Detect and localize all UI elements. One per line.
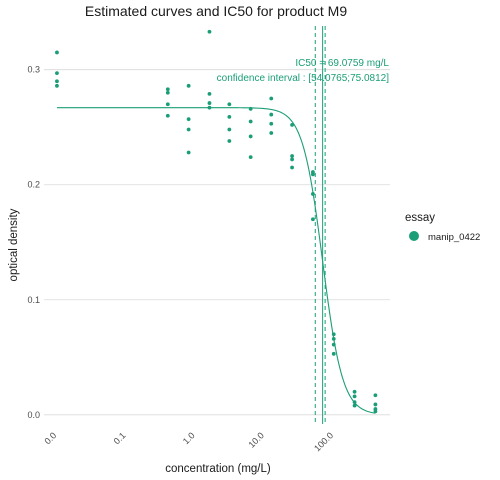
data-point [353,400,357,404]
y-tick-label: 0.3 [27,65,40,75]
legend-entry: manip_0422 [428,232,480,243]
data-point [227,102,231,106]
data-point [311,172,315,176]
data-point [269,131,273,135]
x-tick-label: 0.0 [42,430,58,446]
data-point [290,154,294,158]
data-point [208,101,212,105]
data-point [166,114,170,118]
data-point [227,128,231,132]
data-point [269,122,273,126]
data-point [374,393,378,397]
data-point [311,217,315,221]
data-point [208,30,212,34]
data-point [208,92,212,96]
data-point [353,390,357,394]
x-tick-label: 100.0 [312,430,335,453]
data-point [55,79,59,83]
x-tick-label: 10.0 [246,430,265,449]
data-point [208,106,212,110]
data-point [311,192,315,196]
data-point [55,84,59,88]
data-point [227,139,231,143]
x-tick-label: 1.0 [181,430,197,446]
data-point [332,332,336,336]
data-point [187,128,191,132]
data-point [269,113,273,117]
data-point [249,107,253,111]
data-point [269,97,273,101]
data-point [249,155,253,159]
data-point [249,120,253,124]
ic50-lines [315,26,325,424]
data-point [166,91,170,95]
data-point [332,337,336,341]
data-point [374,403,378,407]
x-axis-title: concentration (mg/L) [165,463,271,475]
data-point [55,71,59,75]
data-point [187,84,191,88]
data-point [55,51,59,55]
fitted-curve [57,108,375,414]
confidence-interval-annotation: confidence interval : [54.0765;75.0812] [217,73,390,84]
x-tick-label: 0.1 [112,430,128,446]
ic50-annotation: IC50 = 69.0759 mg/L [295,58,389,69]
y-axis-ticks: 0.0 0.1 0.2 0.3 [27,65,40,420]
data-point [353,404,357,408]
data-point [290,158,294,162]
y-tick-label: 0.2 [27,180,40,190]
data-point [290,166,294,170]
legend: essay manip_0422 [405,212,480,243]
data-point [166,102,170,106]
data-point [332,343,336,347]
y-tick-label: 0.1 [27,295,40,305]
data-point [249,135,253,139]
data-point [187,117,191,121]
legend-title: essay [405,212,435,224]
y-tick-label: 0.0 [27,410,40,420]
data-point [187,151,191,155]
data-point [332,352,336,356]
legend-swatch [409,231,419,241]
data-point [166,87,170,91]
data-point [290,123,294,127]
fitted-curve-layer [57,108,375,414]
x-axis-ticks: 0.0 0.1 1.0 10.0 100.0 [42,430,335,453]
data-point [353,394,357,398]
data-point [374,409,378,413]
y-axis-title: optical density [8,208,20,281]
chart-title: Estimated curves and IC50 for product M9 [85,3,347,19]
data-point [227,115,231,119]
data-points [55,30,377,413]
